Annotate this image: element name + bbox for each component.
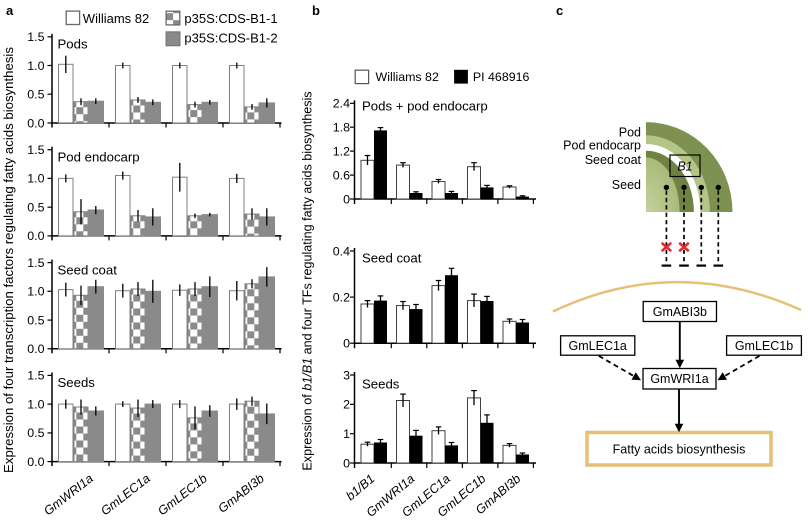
svg-text:0.5: 0.5 (27, 426, 44, 440)
svg-text:Seed coat: Seed coat (58, 262, 118, 277)
svg-text:Seed coat: Seed coat (362, 251, 422, 266)
svg-text:0.0: 0.0 (27, 116, 44, 130)
svg-text:0.0: 0.0 (27, 229, 44, 243)
svg-text:GmLEC1b: GmLEC1b (735, 339, 793, 353)
svg-text:2.4: 2.4 (333, 97, 350, 111)
svg-text:Expression of b1/B1 and four T: Expression of b1/B1 and four TFs regulat… (301, 91, 315, 470)
svg-text:GmLEC1a: GmLEC1a (569, 339, 627, 353)
svg-text:0.0: 0.0 (27, 455, 44, 469)
svg-text:B1: B1 (677, 160, 692, 174)
svg-text:Pod endocarp: Pod endocarp (563, 139, 641, 153)
svg-text:Pod endocarp: Pod endocarp (58, 150, 140, 165)
svg-text:GmWRI1a: GmWRI1a (650, 372, 708, 386)
svg-text:1.0: 1.0 (27, 285, 44, 299)
svg-text:Expression of four transcripti: Expression of four transcription factors… (1, 47, 16, 473)
svg-text:1.2: 1.2 (333, 144, 350, 158)
svg-text:0.5: 0.5 (27, 201, 44, 215)
svg-text:3: 3 (343, 368, 350, 382)
svg-text:0.4: 0.4 (333, 244, 350, 258)
svg-text:1.0: 1.0 (27, 397, 44, 411)
svg-text:1.0: 1.0 (27, 59, 44, 73)
svg-text:Pod: Pod (619, 126, 641, 140)
svg-text:1: 1 (343, 427, 350, 441)
svg-text:Fatty acids biosynthesis: Fatty acids biosynthesis (613, 443, 746, 457)
svg-text:1.5: 1.5 (27, 143, 44, 157)
svg-text:p35S:CDS-B1-2: p35S:CDS-B1-2 (184, 31, 277, 46)
svg-text:Williams 82: Williams 82 (376, 70, 439, 84)
svg-text:a: a (6, 3, 14, 18)
svg-text:b: b (312, 3, 320, 18)
svg-text:p35S:CDS-B1-1: p35S:CDS-B1-1 (184, 11, 277, 26)
svg-text:Williams 82: Williams 82 (83, 11, 149, 26)
svg-text:1.5: 1.5 (27, 30, 44, 44)
svg-text:Seeds: Seeds (362, 377, 400, 392)
svg-text:1.5: 1.5 (27, 369, 44, 383)
svg-text:Seed coat: Seed coat (585, 153, 642, 167)
svg-text:0.5: 0.5 (27, 313, 44, 327)
svg-text:0.6: 0.6 (333, 168, 350, 182)
svg-text:1.5: 1.5 (27, 256, 44, 270)
svg-text:0.0: 0.0 (27, 342, 44, 356)
svg-text:Pods: Pods (58, 37, 88, 52)
svg-text:0: 0 (343, 337, 350, 351)
svg-text:GmABI3b: GmABI3b (653, 305, 707, 319)
svg-text:PI 468916: PI 468916 (473, 70, 530, 84)
svg-text:1.0: 1.0 (27, 172, 44, 186)
svg-text:0: 0 (343, 192, 350, 206)
svg-text:0.5: 0.5 (27, 88, 44, 102)
svg-text:0: 0 (343, 456, 350, 470)
svg-text:0.2: 0.2 (333, 290, 350, 304)
svg-text:Seed: Seed (612, 178, 641, 192)
svg-text:Seeds: Seeds (58, 375, 96, 390)
svg-text:2: 2 (343, 398, 350, 412)
svg-text:c: c (556, 3, 563, 18)
svg-text:Pods + pod endocarp: Pods + pod endocarp (362, 99, 488, 114)
svg-text:1.8: 1.8 (333, 121, 350, 135)
